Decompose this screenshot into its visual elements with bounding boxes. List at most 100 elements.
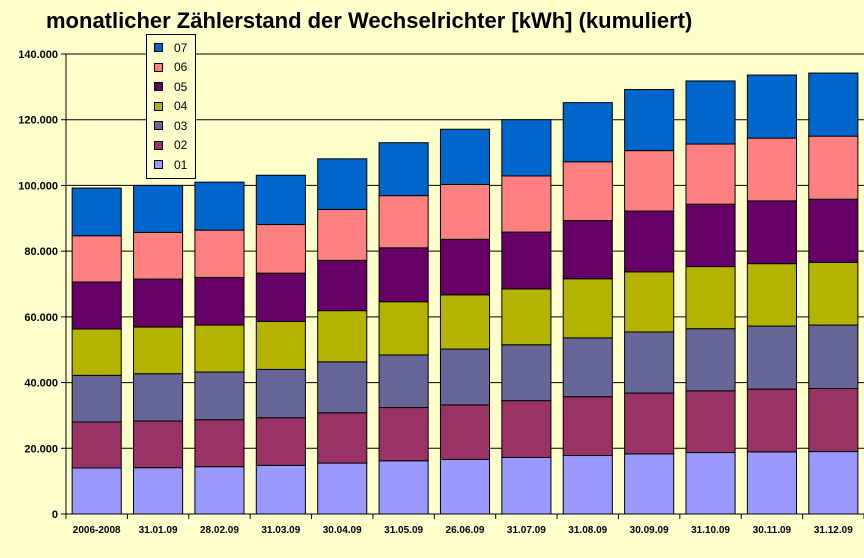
bar-segment-02-11 [746, 388, 797, 453]
x-tick-label: 31.10.09 [691, 525, 730, 536]
bar-segment-02-5 [378, 407, 429, 462]
bar-segment-04-1 [133, 326, 184, 375]
bar-segment-05-3 [255, 272, 306, 322]
legend-item-06: 06 [154, 58, 195, 78]
x-tick-label: 31.07.09 [507, 525, 546, 536]
bar-segment-04-8 [562, 278, 613, 339]
bar-segment-03-1 [133, 373, 184, 422]
bar-segment-04-7 [501, 288, 552, 346]
bar-segment-02-12 [808, 387, 859, 453]
legend-swatch [154, 43, 163, 53]
bar-segment-01-6 [439, 458, 491, 515]
bar-segment-05-1 [133, 278, 184, 328]
bar-segment-02-1 [133, 420, 184, 469]
bar-segment-01-9 [624, 453, 675, 515]
x-tick-label: 28.02.09 [200, 525, 239, 536]
bar-segment-01-3 [255, 464, 306, 515]
legend-item-03: 03 [154, 116, 195, 136]
chart-title: monatlicher Zählerstand der Wechselricht… [46, 8, 693, 33]
x-tick-label: 31.01.09 [139, 525, 178, 536]
x-tick-label: 26.06.09 [446, 525, 485, 536]
legend-swatch [154, 140, 163, 150]
bar-segment-02-6 [439, 404, 491, 460]
bar-segment-06-11 [746, 137, 797, 202]
legend-swatch [154, 82, 163, 92]
bar-segment-05-5 [378, 247, 429, 303]
y-tick-label: 20.000 [24, 443, 58, 455]
bar-segment-06-8 [562, 161, 613, 222]
legend-label: 04 [174, 99, 188, 114]
bar-segment-07-11 [746, 74, 797, 139]
legend-item-04: 04 [154, 97, 195, 117]
legend-label: 07 [174, 40, 188, 55]
x-tick-label: 31.05.09 [384, 525, 423, 536]
bar-segment-06-2 [194, 229, 245, 278]
bar-segment-04-11 [746, 263, 797, 327]
bar-segment-06-5 [378, 195, 429, 249]
bar-segment-01-2 [194, 466, 245, 515]
legend-item-02: 02 [154, 136, 195, 156]
bar-segment-03-10 [685, 328, 736, 392]
legend-item-05: 05 [154, 77, 195, 97]
bar-segment-05-6 [439, 238, 491, 296]
bar-segment-05-0 [71, 281, 122, 330]
bar-segment-07-3 [255, 174, 306, 226]
bar-segment-05-8 [562, 220, 613, 280]
y-axis-ticks: 0 20.000 40.000 60.000 80.000 100.000 120.000 1… [18, 49, 66, 521]
bar-segment-03-12 [808, 324, 859, 389]
bar-segment-01-4 [317, 462, 368, 515]
legend-label: 05 [174, 79, 188, 94]
legend-swatch [154, 121, 163, 131]
legend-label: 02 [174, 138, 188, 153]
bar-segment-04-6 [439, 294, 491, 350]
bar-segment-01-1 [133, 467, 184, 515]
bar-segment-03-4 [317, 361, 368, 414]
bar-segment-06-1 [133, 231, 184, 280]
y-tick-label: 100.000 [18, 180, 58, 192]
bar-segment-01-11 [746, 451, 797, 515]
bar-segment-06-7 [501, 175, 552, 233]
bar-segment-04-2 [194, 324, 245, 373]
bar-segment-07-7 [501, 119, 552, 177]
legend-swatch [154, 160, 163, 170]
y-tick-label: 140.000 [18, 49, 58, 61]
legend-label: 01 [174, 157, 188, 172]
bar-segment-04-0 [71, 328, 122, 376]
legend-item-07: 07 [154, 38, 195, 58]
bar-segment-02-9 [624, 392, 675, 455]
bar-segment-04-5 [378, 301, 429, 356]
bar-segment-02-0 [71, 421, 122, 469]
bar-segment-03-2 [194, 371, 245, 421]
x-axis-ticks: 2006-2008 31.01.09 28.02.09 31.03.09 30.04.0… [65, 514, 864, 536]
bar-segment-01-7 [501, 456, 552, 515]
bar-segment-03-0 [71, 374, 122, 423]
bar-segment-01-0 [71, 467, 122, 515]
bar-segment-03-5 [378, 354, 429, 409]
bar-segment-02-10 [685, 390, 736, 454]
bar-segment-04-4 [317, 310, 368, 363]
x-tick-label: 30.04.09 [323, 525, 362, 536]
x-tick-label: 30.11.09 [753, 525, 792, 536]
legend-swatch [154, 62, 163, 72]
bar-segment-05-7 [501, 231, 552, 290]
bar-segment-03-8 [562, 337, 613, 398]
legend-item-01: 01 [154, 155, 195, 175]
bar-segment-05-9 [624, 210, 675, 273]
x-tick-label: 31.08.09 [568, 525, 607, 536]
y-tick-label: 40.000 [24, 378, 58, 390]
y-tick-label: 0 [52, 509, 58, 521]
bar-segment-04-9 [624, 271, 675, 333]
legend-label: 06 [174, 60, 188, 75]
bar-segment-06-12 [808, 135, 859, 200]
bar-segment-02-2 [194, 419, 245, 468]
bar-segment-06-6 [439, 183, 491, 240]
bar-segment-02-7 [501, 400, 552, 458]
bar-segment-07-2 [194, 181, 245, 231]
bar-segment-07-12 [808, 72, 859, 137]
bar-segment-05-4 [317, 259, 368, 312]
legend: 07 06 05 04 03 02 01 [146, 34, 196, 179]
x-tick-label: 31.03.09 [261, 525, 300, 536]
bar-segment-04-3 [255, 320, 306, 370]
bar-segment-07-8 [562, 102, 613, 163]
